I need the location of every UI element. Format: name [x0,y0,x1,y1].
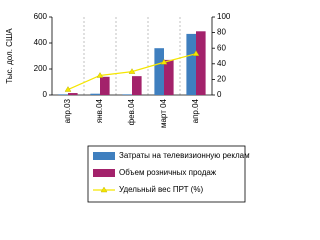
x-tick-label: янв.04 [95,98,104,123]
line-marker [128,68,136,74]
y-tick-label: 400 [34,38,48,47]
y-axis-title: Тыс. дол. США [5,28,14,84]
bar [164,59,174,95]
bar [196,31,206,95]
y2-tick-label: 40 [217,59,226,68]
bar [154,48,164,95]
bar [68,93,78,95]
y2-tick-label: 80 [217,28,226,37]
x-tick-label: апр.03 [63,98,72,123]
legend-swatch [93,152,115,160]
legend-label: Затраты на телевизионную рекламу [119,151,250,160]
y-tick-label: 200 [34,64,48,73]
legend-swatch [93,169,115,177]
line-marker [64,86,72,92]
x-tick-label: март 04 [159,98,168,128]
line-marker [96,72,104,78]
line-marker [192,50,200,56]
bar [58,94,68,95]
chart: Тыс. дол. США 0 200 400 600 0 20 40 60 80 100 апр.… [5,12,254,203]
y-tick-label: 600 [34,12,48,21]
bar [186,33,196,95]
legend-label: Удельный вес ПРТ (%) [119,185,203,194]
bar [100,76,110,95]
x-tick-label: фев.04 [127,98,136,125]
bar [122,94,132,95]
y2-tick-label: 20 [217,75,226,84]
bar [132,76,142,95]
legend-label: Объем розничных продаж [119,168,217,177]
y-tick-label: 0 [43,90,48,99]
y2-tick-label: 100 [217,12,231,21]
y2-tick-label: 60 [217,43,226,52]
legend-marker [100,186,108,193]
line-marker [160,58,168,65]
x-tick-label: апр.04 [191,98,200,123]
y2-tick-label: 0 [217,90,222,99]
bar [90,93,100,95]
